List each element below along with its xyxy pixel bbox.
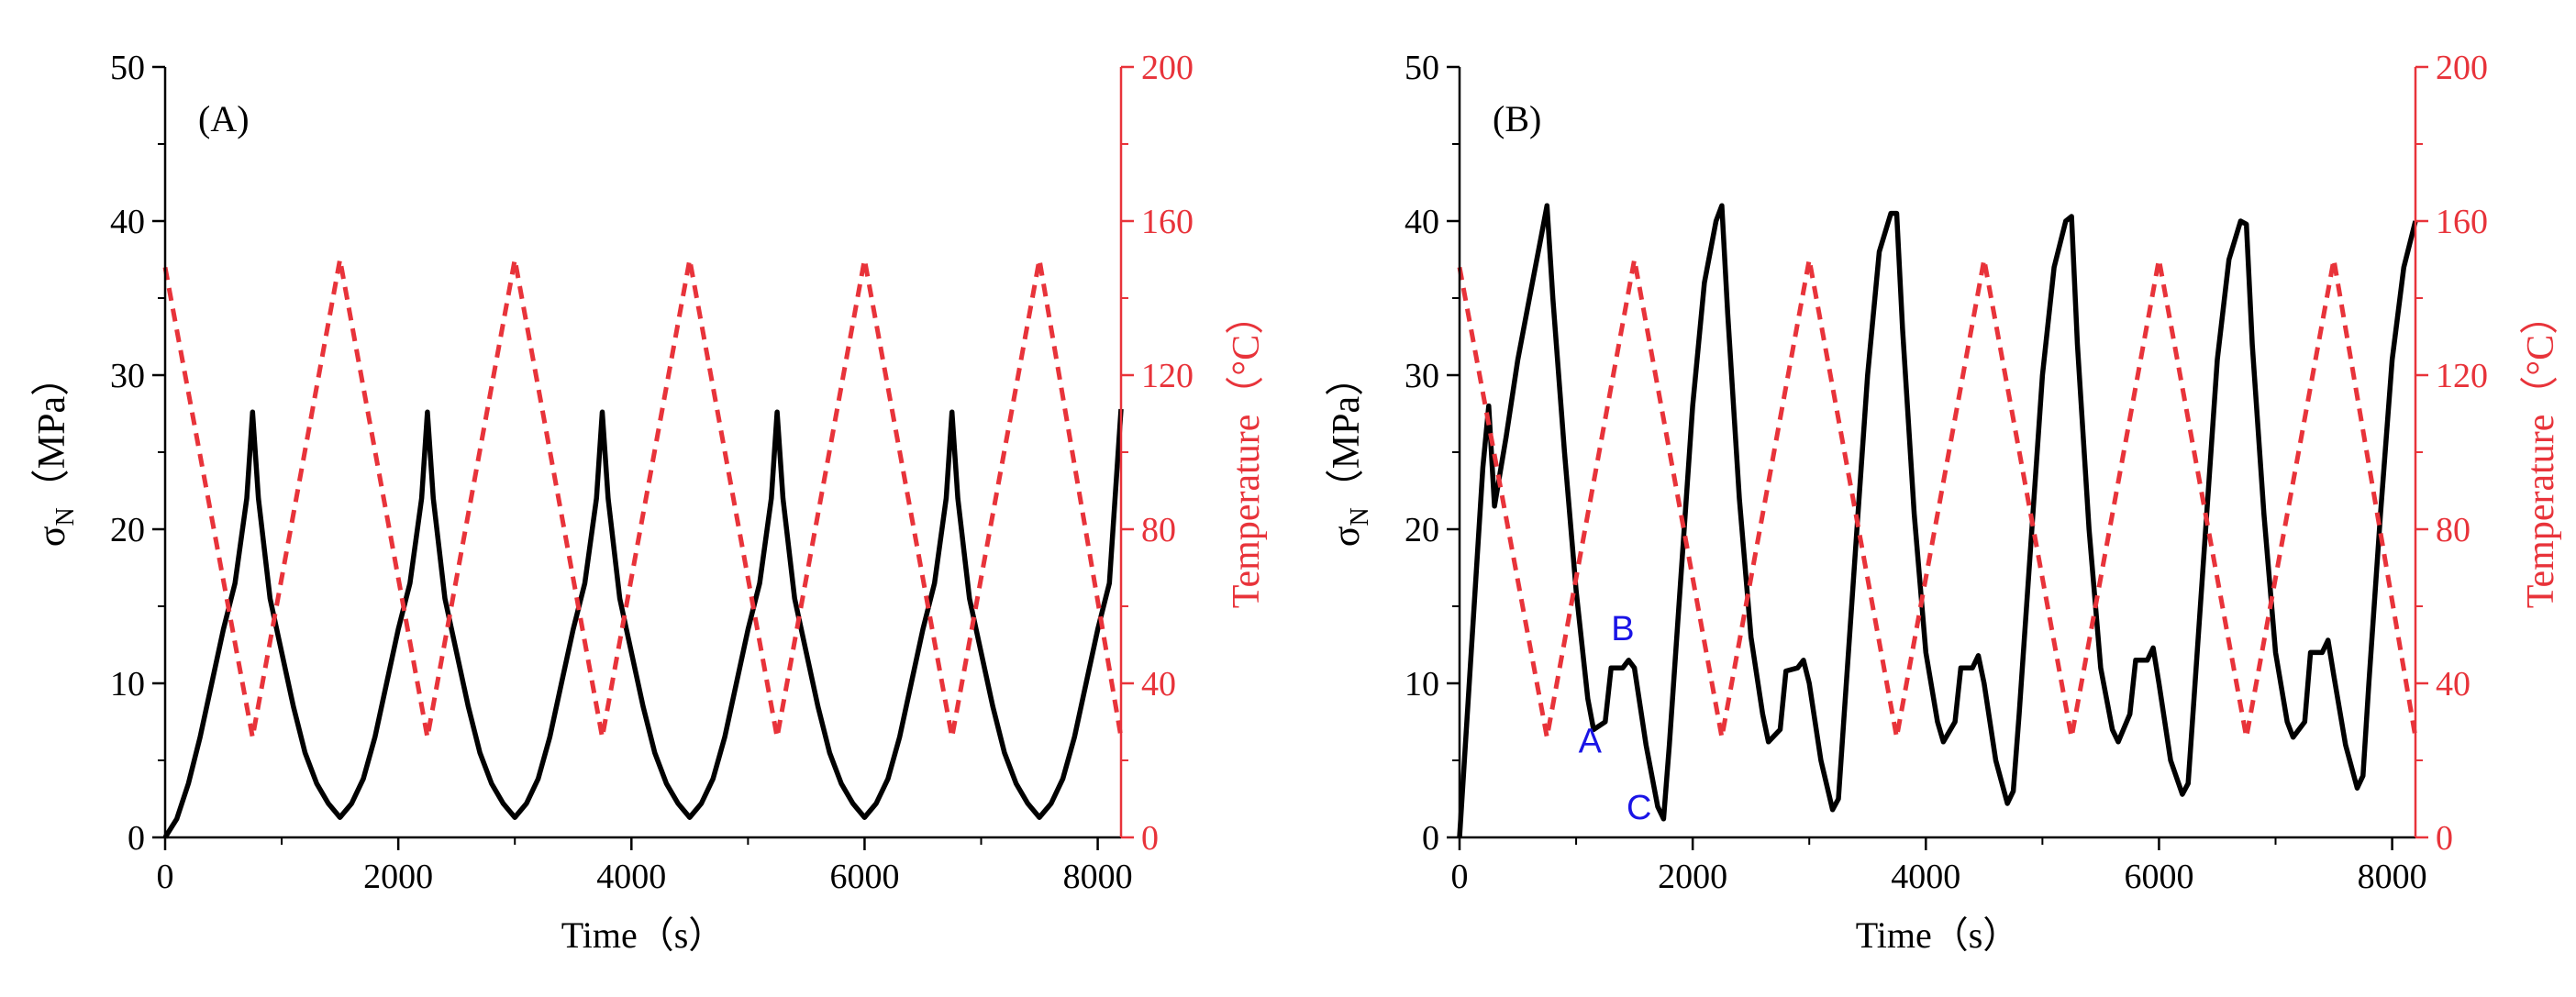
y-tick-label: 50 — [1405, 49, 1439, 87]
y2-tick-label: 160 — [1141, 203, 1194, 241]
y-tick-label: 0 — [128, 819, 145, 858]
x-tick-label: 4000 — [1891, 858, 1960, 896]
temperature-series-line — [1457, 257, 2418, 740]
y2-tick-label: 40 — [1141, 665, 1176, 703]
y2-axis-label: Temperature（°C） — [1226, 296, 1268, 608]
y-tick-label: 50 — [110, 49, 145, 87]
y2-tick-label: 160 — [2436, 203, 2488, 241]
y2-tick-label: 200 — [2436, 49, 2488, 87]
x-axis-label: Time（s） — [1856, 914, 2020, 956]
y-tick-label: 30 — [1405, 357, 1439, 395]
x-tick-label: 8000 — [2358, 858, 2427, 896]
y2-tick-label: 80 — [2436, 511, 2471, 549]
temperature-series-line — [162, 257, 1124, 740]
y2-axis-label: Temperature（°C） — [2520, 296, 2562, 608]
y2-tick-label: 120 — [2436, 357, 2488, 395]
stress-series-line — [1457, 203, 2418, 838]
y-tick-label: 20 — [110, 511, 145, 549]
y2-tick-label: 0 — [2436, 819, 2453, 858]
y-tick-label: 40 — [110, 203, 145, 241]
x-tick-label: 8000 — [1063, 858, 1133, 896]
y2-tick-label: 40 — [2436, 665, 2471, 703]
x-tick-label: 2000 — [363, 858, 433, 896]
y-tick-label: 30 — [110, 357, 145, 395]
y2-tick-label: 120 — [1141, 357, 1194, 395]
annotation-label-a: A — [1579, 723, 1603, 761]
x-tick-label: 6000 — [2124, 858, 2193, 896]
y-tick-label: 0 — [1422, 819, 1439, 858]
y2-tick-label: 80 — [1141, 511, 1176, 549]
y-tick-label: 10 — [1405, 665, 1439, 703]
x-tick-label: 0 — [157, 858, 174, 896]
stress-series-line — [162, 408, 1124, 839]
y-tick-label: 20 — [1405, 511, 1439, 549]
annotation-label-c: C — [1627, 789, 1651, 827]
panel-a: 0 2000 4000 6000 800001020304050040801201602… — [31, 49, 1268, 956]
y-tick-label: 10 — [110, 665, 145, 703]
y-axis-label: σN（MPa） — [31, 358, 80, 547]
panel-b: 0 2000 4000 6000 800001020304050040801201602… — [1326, 49, 2562, 956]
panel-label: (B) — [1493, 98, 1541, 139]
y2-tick-label: 0 — [1141, 819, 1159, 858]
y-axis-label: σN（MPa） — [1326, 358, 1374, 547]
x-tick-label: 2000 — [1658, 858, 1727, 896]
y2-tick-label: 200 — [1141, 49, 1194, 87]
x-axis-label: Time（s） — [561, 914, 726, 956]
annotation-label-b: B — [1611, 610, 1634, 648]
x-tick-label: 4000 — [596, 858, 666, 896]
y-tick-label: 40 — [1405, 203, 1439, 241]
x-tick-label: 6000 — [829, 858, 899, 896]
x-tick-label: 0 — [1451, 858, 1469, 896]
panel-label: (A) — [198, 98, 250, 139]
